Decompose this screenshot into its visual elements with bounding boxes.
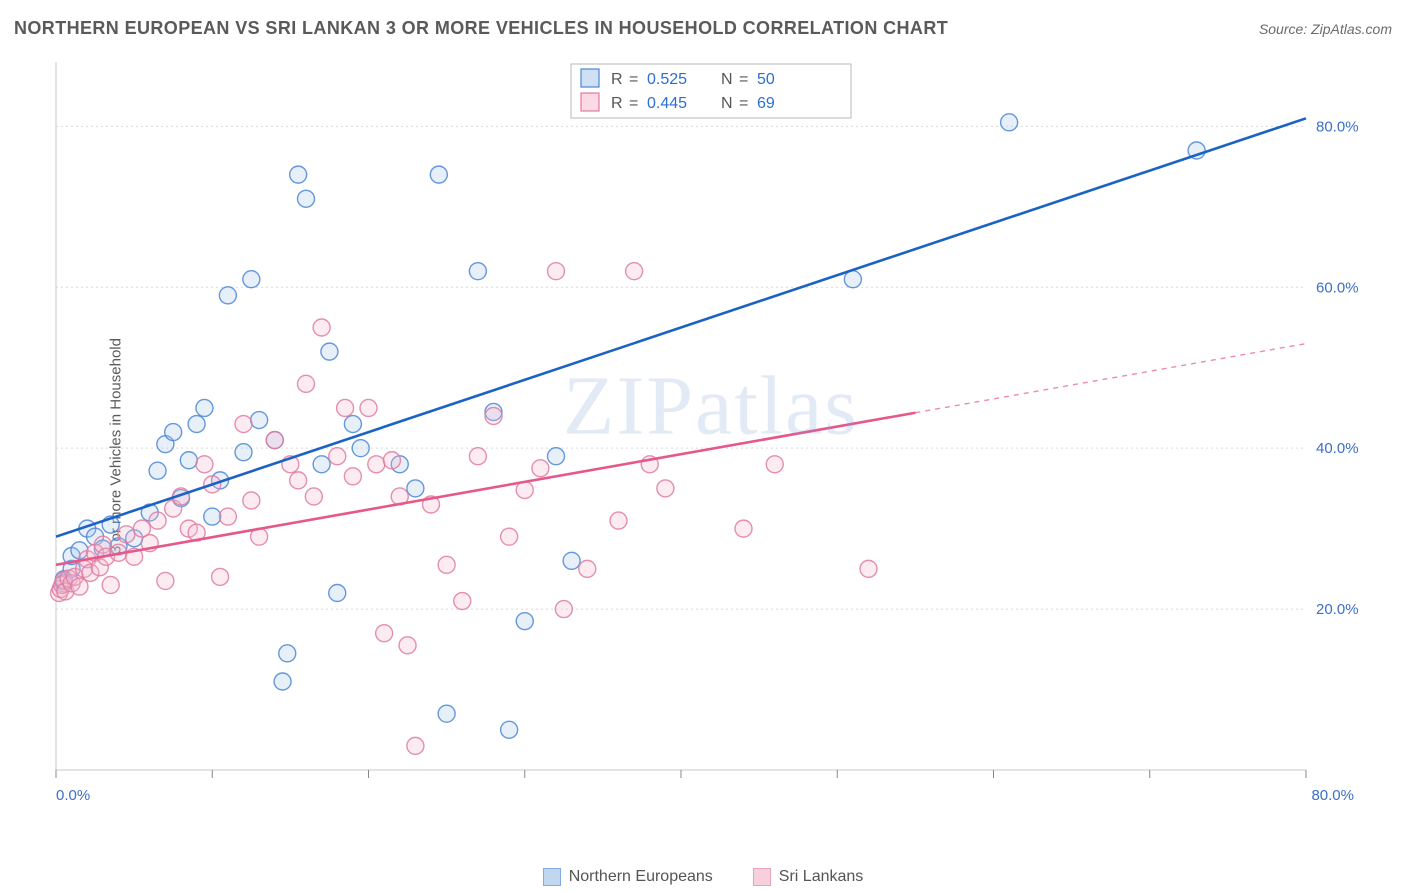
svg-text:80.0%: 80.0% <box>1311 787 1354 804</box>
source-attribution: Source: ZipAtlas.com <box>1259 21 1392 37</box>
svg-text:60.0%: 60.0% <box>1316 279 1359 296</box>
svg-text:40.0%: 40.0% <box>1316 440 1359 457</box>
legend-item-2: Sri Lankans <box>753 868 864 886</box>
bottom-legend: Northern Europeans Sri Lankans <box>0 868 1406 886</box>
svg-text:0.0%: 0.0% <box>56 787 90 804</box>
svg-text:=: = <box>629 71 638 88</box>
svg-text:N: N <box>721 95 733 112</box>
legend-label-2: Sri Lankans <box>779 868 864 886</box>
legend-label-1: Northern Europeans <box>569 868 713 886</box>
chart-svg: 20.0% 40.0% 60.0% 80.0% 0.0% 80.0% R = 0.525 N = 50… <box>46 56 1376 816</box>
svg-text:80.0%: 80.0% <box>1316 118 1359 135</box>
svg-text:=: = <box>739 95 748 112</box>
svg-text:50: 50 <box>757 71 775 88</box>
header: NORTHERN EUROPEAN VS SRI LANKAN 3 OR MOR… <box>14 18 1392 39</box>
svg-text:0.525: 0.525 <box>647 71 687 88</box>
chart-title: NORTHERN EUROPEAN VS SRI LANKAN 3 OR MOR… <box>14 18 948 39</box>
chart-plot-area: 20.0% 40.0% 60.0% 80.0% 0.0% 80.0% R = 0.525 N = 50… <box>46 56 1376 816</box>
svg-text:0.445: 0.445 <box>647 95 687 112</box>
svg-text:R: R <box>611 71 623 88</box>
svg-text:20.0%: 20.0% <box>1316 601 1359 618</box>
legend-swatch-2 <box>753 868 771 886</box>
svg-text:=: = <box>629 95 638 112</box>
svg-text:=: = <box>739 71 748 88</box>
legend-item-1: Northern Europeans <box>543 868 713 886</box>
svg-text:69: 69 <box>757 95 775 112</box>
svg-text:N: N <box>721 71 733 88</box>
legend-swatch-1 <box>543 868 561 886</box>
svg-text:R: R <box>611 95 623 112</box>
